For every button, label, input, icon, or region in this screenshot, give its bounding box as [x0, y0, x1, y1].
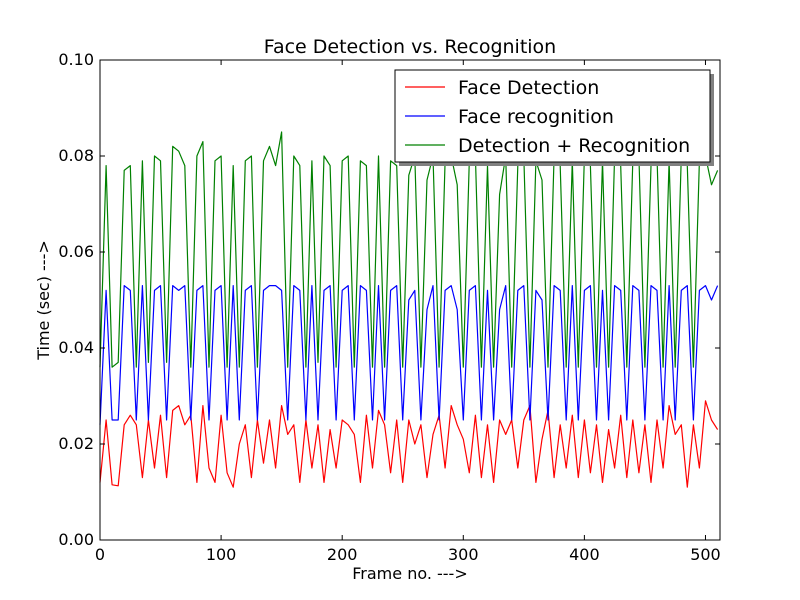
y-tick-label: 0.08	[58, 146, 94, 165]
y-tick-label: 0.02	[58, 434, 94, 453]
y-tick-label: 0.10	[58, 50, 94, 69]
y-axis-label: Time (sec) --->	[34, 240, 53, 361]
x-axis: 0 100 200 300 400 500	[95, 60, 721, 564]
x-tick-label: 300	[448, 545, 479, 564]
series-line-1	[99, 400, 719, 488]
y-tick-label: 0.00	[58, 530, 94, 549]
x-tick-label: 0	[95, 545, 105, 564]
x-tick-label: 500	[690, 545, 721, 564]
legend-label: Face Detection	[458, 77, 599, 99]
chart-title: Face Detection vs. Recognition	[264, 36, 556, 58]
x-axis-label: Frame no. --->	[352, 564, 467, 583]
y-tick-label: 0.06	[58, 242, 94, 261]
y-tick-label: 0.04	[58, 338, 94, 357]
legend-label: Detection + Recognition	[458, 135, 690, 157]
legend-label: Face recognition	[458, 106, 614, 128]
x-tick-label: 400	[569, 545, 600, 564]
plot-frame	[99, 59, 721, 541]
x-tick-label: 100	[206, 545, 237, 564]
legend-box	[394, 69, 711, 163]
x-tick-label: 200	[327, 545, 358, 564]
y-axis: 0.00 0.02 0.04 0.06 0.08 0.10	[58, 50, 720, 549]
legend: Face Detection Face recognition Detection …	[394, 69, 714, 166]
series-line-2	[99, 285, 719, 425]
